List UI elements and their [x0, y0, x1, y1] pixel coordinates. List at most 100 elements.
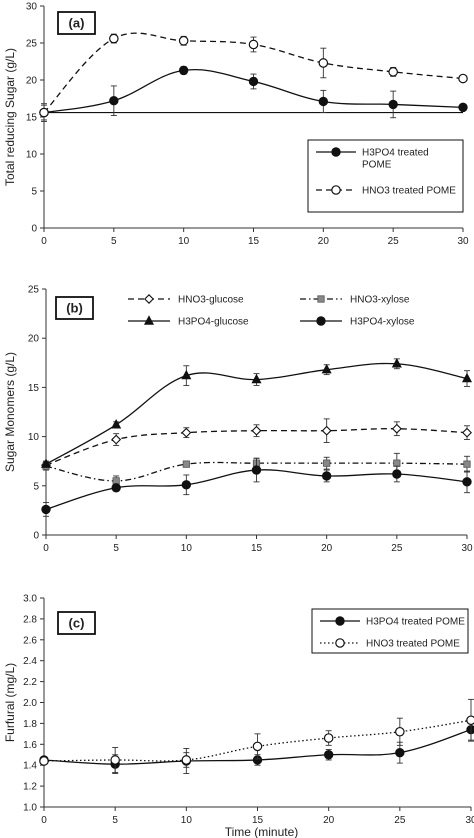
- x-tick-label: 30: [461, 543, 473, 554]
- y-tick-label: 1.0: [23, 803, 37, 814]
- x-tick-label: 20: [321, 543, 333, 554]
- data-point: [318, 58, 329, 68]
- panel-label-box: (c): [57, 611, 96, 635]
- data-point: [395, 726, 405, 737]
- chart-panel-3: 1.0 1.2 1.4 1.6 1.8 2.0 2.2 2.4 2.6 2.8 3.0 0 5 10 15 2…: [3, 594, 474, 838]
- data-point: [41, 504, 51, 515]
- y-tick-label: 2.0: [23, 698, 37, 709]
- legend-item: H3PO4-glucose: [128, 315, 249, 328]
- x-tick-label: 0: [41, 815, 47, 826]
- y-tick-label: 5: [31, 187, 37, 198]
- data-point: [178, 65, 189, 76]
- x-tick-label: 5: [113, 543, 119, 554]
- y-tick-label: 25: [26, 39, 38, 50]
- y-tick-label: 0: [31, 224, 37, 235]
- legend-item: HNO3-xylose: [300, 295, 410, 306]
- y-tick-label: 15: [28, 383, 40, 394]
- y-tick-label: 15: [26, 113, 38, 124]
- y-tick-label: 1.4: [23, 761, 37, 772]
- data-point: [110, 755, 120, 765]
- y-tick-label: 10: [28, 432, 40, 443]
- data-point: [463, 460, 471, 468]
- data-point: [248, 76, 259, 87]
- x-tick-label: 15: [251, 543, 263, 554]
- legend: HNO3-glucose HNO3-xylose H3PO4-glucose H3PO…: [128, 294, 415, 328]
- data-point: [462, 427, 472, 438]
- y-tick-label: 0: [33, 531, 39, 542]
- legend: H3PO4 treated POME HNO3 treated POME: [311, 608, 469, 654]
- data-point: [388, 99, 398, 110]
- x-tick-label: 30: [465, 815, 474, 826]
- y-tick-label: 1.8: [23, 719, 37, 730]
- series-1: [41, 418, 472, 471]
- legend-label: HNO3-glucose: [178, 295, 244, 306]
- x-tick-label: 10: [181, 815, 193, 826]
- data-point: [251, 465, 262, 475]
- x-tick-label: 30: [457, 236, 469, 247]
- data-point: [462, 477, 472, 487]
- data-point: [251, 425, 262, 436]
- data-point: [251, 373, 262, 384]
- y-tick-label: 3.0: [23, 594, 37, 605]
- legend-item: HNO3-glucose: [128, 294, 244, 306]
- legend-marker: [316, 316, 326, 326]
- legend-marker: [335, 616, 345, 626]
- x-tick-label: 0: [43, 543, 49, 554]
- chart-panel-2: 0 5 10 15 20 25 0 5 10 15 20 25 30 Sugar Monomers (g/…: [3, 285, 473, 555]
- panel-label: (c): [69, 616, 85, 631]
- legend-label: H3PO4-xylose: [350, 317, 415, 328]
- legend-marker: [335, 638, 345, 648]
- legend-label: POME: [362, 160, 392, 171]
- data-point: [40, 458, 52, 468]
- legend-item: HNO3 treated POME: [320, 638, 460, 650]
- x-tick-label: 5: [112, 815, 118, 826]
- legend-label: H3PO4-glucose: [178, 317, 249, 328]
- data-point: [109, 96, 119, 106]
- legend-marker: [143, 315, 155, 325]
- y-axis-title: Sugar Monomers (g/L): [3, 352, 17, 472]
- legend-item: H3PO4-xylose: [300, 316, 415, 328]
- y-tick-label: 2.8: [23, 614, 37, 625]
- legend-item: HNO3 treated POME: [316, 185, 456, 197]
- series-2: [39, 32, 468, 122]
- data-point: [388, 67, 398, 77]
- y-tick-label: 1.6: [23, 740, 37, 751]
- y-tick-label: 2.6: [23, 635, 37, 646]
- series-3: [40, 358, 473, 468]
- series-2: [39, 698, 474, 773]
- data-point: [466, 715, 474, 726]
- legend-marker: [331, 147, 341, 157]
- x-tick-label: 15: [252, 815, 264, 826]
- data-point: [392, 469, 402, 479]
- x-tick-label: 20: [318, 236, 330, 247]
- data-point: [111, 434, 122, 445]
- data-point: [318, 96, 329, 107]
- panel-label-frame: [57, 11, 96, 35]
- data-point: [109, 33, 119, 44]
- data-point: [323, 733, 334, 743]
- legend-label: HNO3 treated POME: [362, 186, 456, 197]
- data-point: [321, 363, 332, 374]
- data-point: [181, 427, 192, 438]
- data-point: [321, 471, 332, 481]
- legend-label: HNO3-xylose: [350, 295, 410, 306]
- x-tick-label: 15: [248, 236, 260, 247]
- data-point: [391, 423, 402, 434]
- y-tick-label: 30: [26, 2, 38, 13]
- data-point: [111, 419, 122, 429]
- series-1: [39, 65, 468, 121]
- series-4: [41, 457, 472, 517]
- data-point: [391, 358, 402, 368]
- legend-marker: [331, 185, 341, 195]
- data-point: [181, 369, 192, 380]
- data-point: [323, 750, 334, 760]
- panel-label: (b): [66, 301, 83, 316]
- y-tick-label: 20: [26, 76, 38, 87]
- legend-item: H3PO4 treated POME: [320, 616, 465, 628]
- x-tick-label: 10: [181, 543, 193, 554]
- legend-label: H3PO4 treated: [362, 148, 429, 159]
- legend-label: HNO3 treated POME: [366, 639, 460, 650]
- data-point: [395, 747, 405, 758]
